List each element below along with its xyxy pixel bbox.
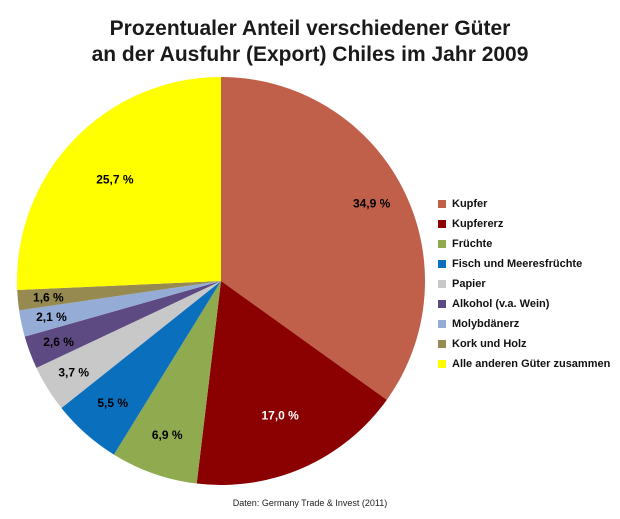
pie-slice-molybdaenerz bbox=[19, 281, 222, 337]
pie-slice-papier bbox=[36, 281, 221, 409]
chart-subtitle: an der Ausfuhr (Export) Chiles im Jahr 2… bbox=[91, 43, 529, 66]
pie-slice-kupfer bbox=[221, 77, 426, 400]
legend-item-alle-anderen-gueter-zusammen: Alle anderen Güter zusammen bbox=[438, 354, 610, 374]
legend-label: Papier bbox=[452, 278, 486, 290]
legend-label: Früchte bbox=[452, 238, 493, 250]
pie-slice-alkohol-v-a-wein bbox=[24, 281, 222, 368]
slice-label-alle-anderen-gueter-zusammen: 25,7 % bbox=[96, 172, 134, 186]
slice-label-kupfererz: 17,0 % bbox=[261, 408, 299, 422]
slice-label-papier: 3,7 % bbox=[58, 366, 89, 380]
legend-swatch bbox=[438, 260, 446, 268]
legend-item-fruechte: Früchte bbox=[438, 234, 610, 254]
slice-label-fruechte: 6,9 % bbox=[152, 428, 183, 442]
pie-slice-fruechte bbox=[113, 281, 221, 484]
legend-label: Alle anderen Güter zusammen bbox=[452, 358, 611, 370]
legend-item-kupfer: Kupfer bbox=[438, 194, 610, 214]
chart-title-block: Prozentualer Anteil verschiedener Güter … bbox=[0, 16, 620, 68]
legend-swatch bbox=[438, 340, 446, 348]
legend-item-papier: Papier bbox=[438, 274, 610, 294]
legend-label: Alkohol (v.a. Wein) bbox=[452, 298, 550, 310]
slice-label-kork-und-holz: 1,6 % bbox=[33, 290, 64, 304]
legend-swatch bbox=[438, 200, 446, 208]
legend-label: Kupfererz bbox=[452, 218, 504, 230]
slice-label-kupfer: 34,9 % bbox=[353, 197, 391, 211]
pie-slice-alle-anderen-gueter-zusammen bbox=[17, 77, 221, 290]
legend-label: Kork und Holz bbox=[452, 338, 527, 350]
legend-swatch bbox=[438, 280, 446, 288]
legend-item-kork-und-holz: Kork und Holz bbox=[438, 334, 610, 354]
legend-swatch bbox=[438, 220, 446, 228]
legend-item-fisch-und-meeresfruechte: Fisch und Meeresfrüchte bbox=[438, 254, 610, 274]
legend-swatch bbox=[438, 300, 446, 308]
legend-swatch bbox=[438, 320, 446, 328]
pie-slice-kupfererz bbox=[196, 281, 387, 485]
slice-label-fisch-und-meeresfruechte: 5,5 % bbox=[97, 396, 128, 410]
legend-swatch bbox=[438, 360, 446, 368]
slice-label-molybdaenerz: 2,1 % bbox=[36, 310, 67, 324]
legend-label: Fisch und Meeresfrüchte bbox=[452, 258, 583, 270]
legend-swatch bbox=[438, 240, 446, 248]
data-source: Daten: Germany Trade & Invest (2011) bbox=[232, 498, 388, 508]
chart-title: Prozentualer Anteil verschiedener Güter bbox=[109, 17, 511, 40]
pie-slice-kork-und-holz bbox=[17, 281, 221, 311]
chart-legend: Kupfer Kupfererz Früchte Fisch und Meeresfr… bbox=[438, 194, 610, 374]
legend-label: Kupfer bbox=[452, 198, 488, 210]
slice-label-alkohol-v-a-wein: 2,6 % bbox=[43, 335, 74, 349]
legend-item-alkohol-v-a-wein: Alkohol (v.a. Wein) bbox=[438, 294, 610, 314]
legend-label: Molybdänerz bbox=[452, 318, 520, 330]
legend-item-kupfererz: Kupfererz bbox=[438, 214, 610, 234]
legend-item-molybdaenerz: Molybdänerz bbox=[438, 314, 610, 334]
pie-slice-fisch-und-meeresfruechte bbox=[61, 281, 221, 455]
